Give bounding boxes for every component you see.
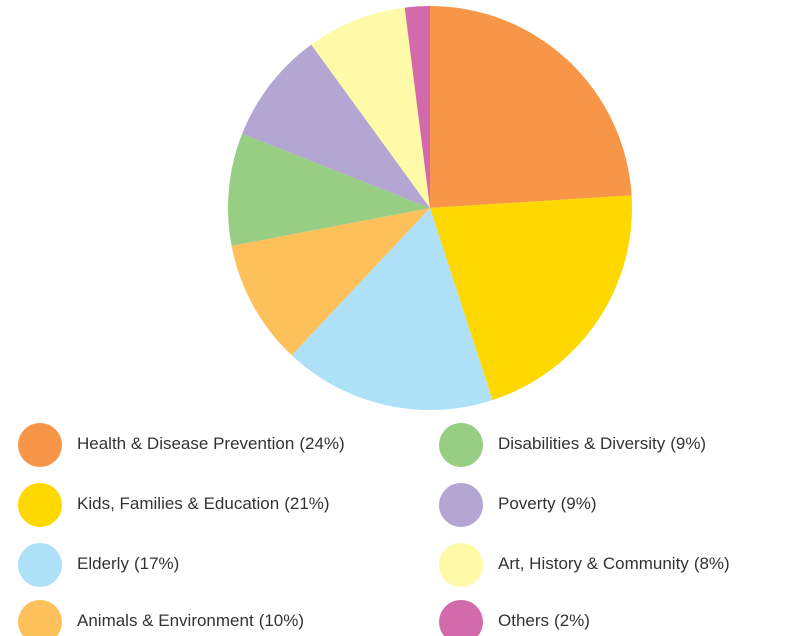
legend-name: Health & Disease Prevention	[77, 434, 294, 453]
legend-value: (8%)	[694, 554, 730, 573]
pie-slice	[430, 6, 632, 208]
legend-label: Others (2%)	[498, 611, 590, 630]
legend-value: (2%)	[554, 611, 590, 630]
legend-swatch	[439, 543, 483, 587]
pie-slice	[404, 6, 430, 208]
legend-name: Kids, Families & Education	[77, 494, 279, 513]
legend-name: Animals & Environment	[77, 611, 254, 630]
pie-slice	[242, 44, 430, 208]
pie-slice	[311, 7, 430, 208]
legend-value: (24%)	[299, 434, 344, 453]
legend-name: Poverty	[498, 494, 556, 513]
legend-value: (9%)	[561, 494, 597, 513]
legend-swatch	[18, 423, 62, 467]
legend-value: (10%)	[259, 611, 304, 630]
legend-value: (21%)	[284, 494, 329, 513]
legend-label: Poverty (9%)	[498, 494, 597, 513]
legend-label: Health & Disease Prevention (24%)	[77, 434, 345, 453]
legend-value: (9%)	[670, 434, 706, 453]
legend-swatch	[439, 483, 483, 527]
legend-label: Kids, Families & Education (21%)	[77, 494, 330, 513]
legend-label: Art, History & Community (8%)	[498, 554, 730, 573]
legend-label: Animals & Environment (10%)	[77, 611, 304, 630]
legend-label: Elderly (17%)	[77, 554, 179, 573]
legend-name: Disabilities & Diversity	[498, 434, 666, 453]
pie-slice	[430, 195, 632, 401]
legend-name: Others	[498, 611, 549, 630]
legend-swatch	[439, 423, 483, 467]
legend-swatch	[439, 600, 483, 636]
legend-swatch	[18, 543, 62, 587]
pie-slice	[228, 133, 430, 246]
legend-value: (17%)	[134, 554, 179, 573]
pie-slice	[291, 208, 493, 410]
legend-name: Art, History & Community	[498, 554, 689, 573]
legend-label: Disabilities & Diversity (9%)	[498, 434, 706, 453]
legend-swatch	[18, 600, 62, 636]
legend-name: Elderly	[77, 554, 129, 573]
pie-slice	[231, 208, 430, 356]
legend-swatch	[18, 483, 62, 527]
